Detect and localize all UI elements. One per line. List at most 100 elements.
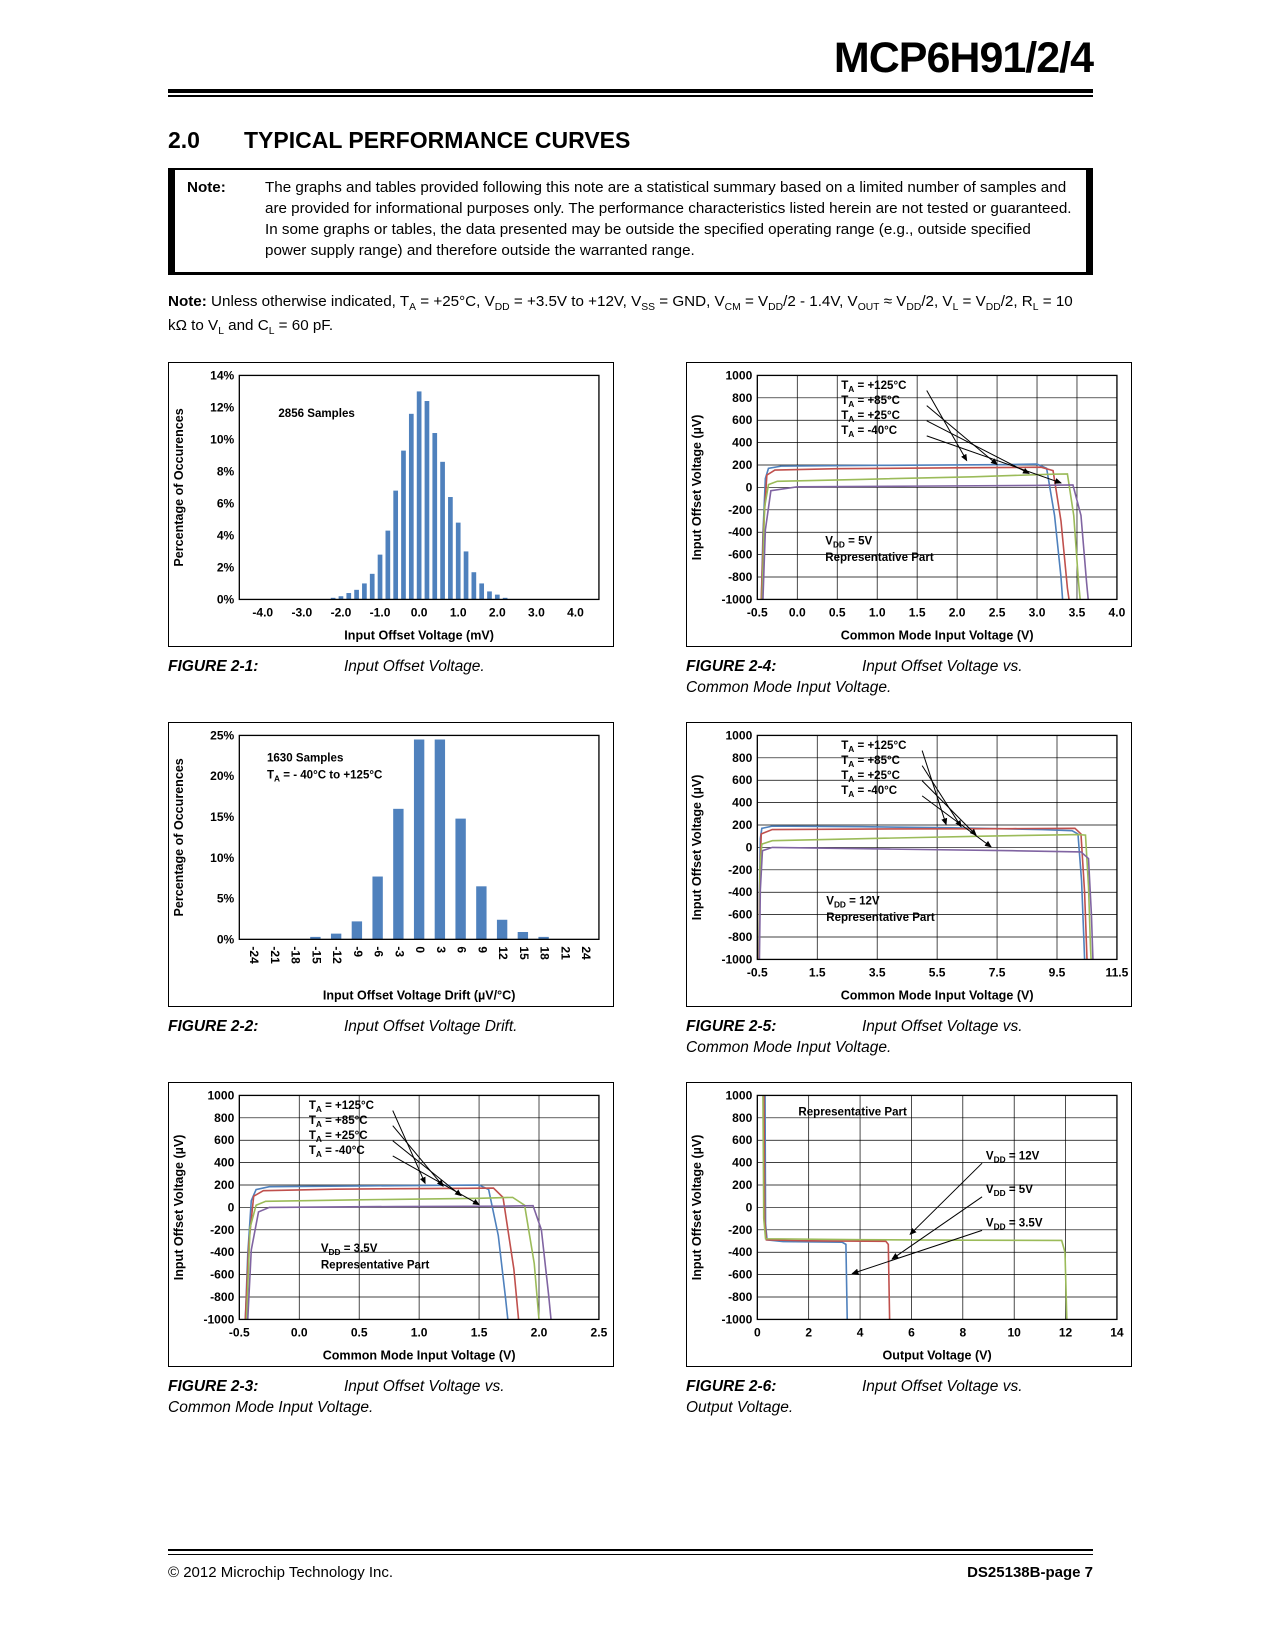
svg-text:1.5: 1.5 [471, 1325, 488, 1339]
svg-text:200: 200 [732, 458, 752, 472]
svg-text:-2.0: -2.0 [331, 605, 352, 619]
svg-text:Common Mode Input Voltage (V): Common Mode Input Voltage (V) [841, 629, 1034, 643]
svg-text:VDD = 12V: VDD = 12V [826, 896, 880, 910]
svg-text:6%: 6% [217, 496, 235, 510]
svg-text:200: 200 [214, 1178, 234, 1192]
svg-text:VDD = 5V: VDD = 5V [986, 1184, 1033, 1198]
figures-column-left: 0% 2% 4% 6% 8% 10% 12% 14% -4.0 -3.0 -2.0 -1.0 0.0 1.… [168, 361, 614, 1442]
svg-text:-1000: -1000 [203, 1312, 234, 1326]
svg-text:3: 3 [434, 946, 448, 953]
svg-text:3.0: 3.0 [528, 605, 545, 619]
svg-text:-6: -6 [372, 946, 386, 957]
svg-text:400: 400 [214, 1156, 234, 1170]
note-box: Note: The graphs and tables provided fol… [168, 168, 1093, 275]
svg-text:TA = +85°C: TA = +85°C [841, 395, 900, 409]
svg-text:12%: 12% [210, 400, 234, 414]
svg-text:TA = - 40°C to +125°C: TA = - 40°C to +125°C [267, 770, 383, 784]
svg-text:-21: -21 [268, 946, 282, 964]
svg-text:-9: -9 [351, 946, 365, 957]
page-content: MCP6H91/2/4 2.0 TYPICAL PERFORMANCE CURVE… [168, 0, 1132, 1442]
svg-text:8: 8 [959, 1325, 966, 1339]
svg-text:-3.0: -3.0 [291, 605, 312, 619]
svg-text:800: 800 [732, 1111, 752, 1125]
figure-2-1-caption: FIGURE 2-1: Input Offset Voltage. [168, 657, 614, 678]
svg-text:TA = -40°C: TA = -40°C [841, 785, 898, 799]
header-rule-thick [168, 89, 1093, 93]
section-title: TYPICAL PERFORMANCE CURVES [243, 127, 631, 153]
section-heading: 2.0 TYPICAL PERFORMANCE CURVES [168, 127, 1093, 154]
svg-text:1.0: 1.0 [450, 605, 467, 619]
note-box-label: Note: [187, 179, 226, 196]
figure-caption-label: FIGURE 2-6: [686, 1377, 777, 1395]
svg-text:3.5: 3.5 [869, 965, 886, 979]
svg-text:-24: -24 [247, 946, 261, 964]
svg-text:12: 12 [496, 946, 510, 960]
svg-text:-200: -200 [728, 863, 752, 877]
svg-text:Input Offset Voltage (mV): Input Offset Voltage (mV) [344, 629, 494, 643]
svg-text:1.0: 1.0 [869, 605, 886, 619]
svg-text:-0.5: -0.5 [229, 1325, 250, 1339]
svg-text:Common Mode Input Voltage (V): Common Mode Input Voltage (V) [323, 1349, 516, 1363]
header-rule-thin [168, 95, 1093, 97]
figure-2-4-caption: FIGURE 2-4: Input Offset Voltage vs. Comm… [686, 657, 1132, 699]
svg-text:-4.0: -4.0 [252, 605, 273, 619]
svg-text:11.5: 11.5 [1106, 965, 1129, 979]
figure-2-5-caption: FIGURE 2-5: Input Offset Voltage vs. Comm… [686, 1017, 1132, 1059]
svg-text:TA = +125°C: TA = +125°C [841, 740, 907, 754]
svg-text:-1000: -1000 [721, 952, 752, 966]
svg-text:2.0: 2.0 [949, 605, 966, 619]
svg-text:VDD = 5V: VDD = 5V [825, 536, 872, 550]
svg-text:Input Offset Voltage (µV): Input Offset Voltage (µV) [172, 1135, 186, 1281]
svg-text:14: 14 [1110, 1325, 1124, 1339]
svg-text:800: 800 [732, 751, 752, 765]
svg-text:0.0: 0.0 [291, 1325, 308, 1339]
svg-text:Representative Part: Representative Part [798, 1107, 907, 1119]
svg-text:Output Voltage (V): Output Voltage (V) [883, 1349, 992, 1363]
page-footer: © 2012 Microchip Technology Inc. DS25138… [168, 1549, 1093, 1581]
figure-2-3-caption: FIGURE 2-3: Input Offset Voltage vs. Comm… [168, 1377, 614, 1419]
svg-text:-800: -800 [210, 1290, 234, 1304]
svg-text:5%: 5% [217, 892, 235, 906]
figure-caption-label: FIGURE 2-3: [168, 1377, 259, 1395]
svg-text:4.0: 4.0 [1109, 605, 1126, 619]
figure-caption-label: FIGURE 2-4: [686, 657, 777, 675]
svg-text:-1.0: -1.0 [370, 605, 391, 619]
figure-caption-label: FIGURE 2-2: [168, 1017, 259, 1035]
svg-text:25%: 25% [210, 728, 234, 742]
svg-text:TA = +25°C: TA = +25°C [841, 770, 900, 784]
figure-2-3-chart: 1000 800 600 400 200 0 -200 -400 -600 -800 -1000 -0… [168, 1081, 614, 1367]
svg-text:-400: -400 [728, 1245, 752, 1259]
figure-caption-text2: Common Mode Input Voltage. [686, 1038, 892, 1056]
svg-text:-400: -400 [210, 1245, 234, 1259]
figures-grid: 0% 2% 4% 6% 8% 10% 12% 14% -4.0 -3.0 -2.0 -1.0 0.0 1.… [168, 361, 1132, 1442]
figure-2-5-chart: 1000 800 600 400 200 0 -200 -400 -600 -800 -1000 -0… [686, 721, 1132, 1007]
figure-2-4-chart: 1000 800 600 400 200 0 -200 -400 -600 -800 -1000 -0… [686, 361, 1132, 647]
figure-caption-text2: Common Mode Input Voltage. [686, 678, 892, 696]
svg-text:10: 10 [1007, 1325, 1021, 1339]
svg-text:0: 0 [413, 946, 427, 953]
svg-text:Percentage of Occurences: Percentage of Occurences [172, 408, 186, 566]
svg-text:21: 21 [558, 946, 572, 960]
svg-text:0: 0 [746, 840, 753, 854]
svg-text:-600: -600 [210, 1268, 234, 1282]
svg-text:1000: 1000 [725, 368, 752, 382]
svg-text:1.5: 1.5 [809, 965, 826, 979]
figure-2-4: 1000 800 600 400 200 0 -200 -400 -600 -800 -1000 -0… [686, 361, 1132, 722]
svg-text:4: 4 [857, 1325, 864, 1339]
figures-column-right: 1000 800 600 400 200 0 -200 -400 -600 -800 -1000 -0… [686, 361, 1132, 1442]
svg-text:15: 15 [517, 946, 531, 960]
svg-text:7.5: 7.5 [989, 965, 1006, 979]
svg-text:-800: -800 [728, 570, 752, 584]
svg-text:VDD = 12V: VDD = 12V [986, 1150, 1040, 1164]
svg-text:1000: 1000 [207, 1088, 234, 1102]
figure-caption-text: Input Offset Voltage vs. [862, 657, 1023, 675]
svg-text:400: 400 [732, 796, 752, 810]
svg-text:1630 Samples: 1630 Samples [267, 752, 343, 764]
document-title: MCP6H91/2/4 [833, 34, 1094, 82]
svg-text:0: 0 [746, 480, 753, 494]
svg-text:VDD = 3.5V: VDD = 3.5V [986, 1217, 1043, 1231]
svg-text:600: 600 [732, 773, 752, 787]
svg-text:-1000: -1000 [721, 592, 752, 606]
conditions-note: Note: Unless otherwise indicated, TA = +… [168, 292, 1073, 338]
svg-text:12: 12 [1059, 1325, 1073, 1339]
